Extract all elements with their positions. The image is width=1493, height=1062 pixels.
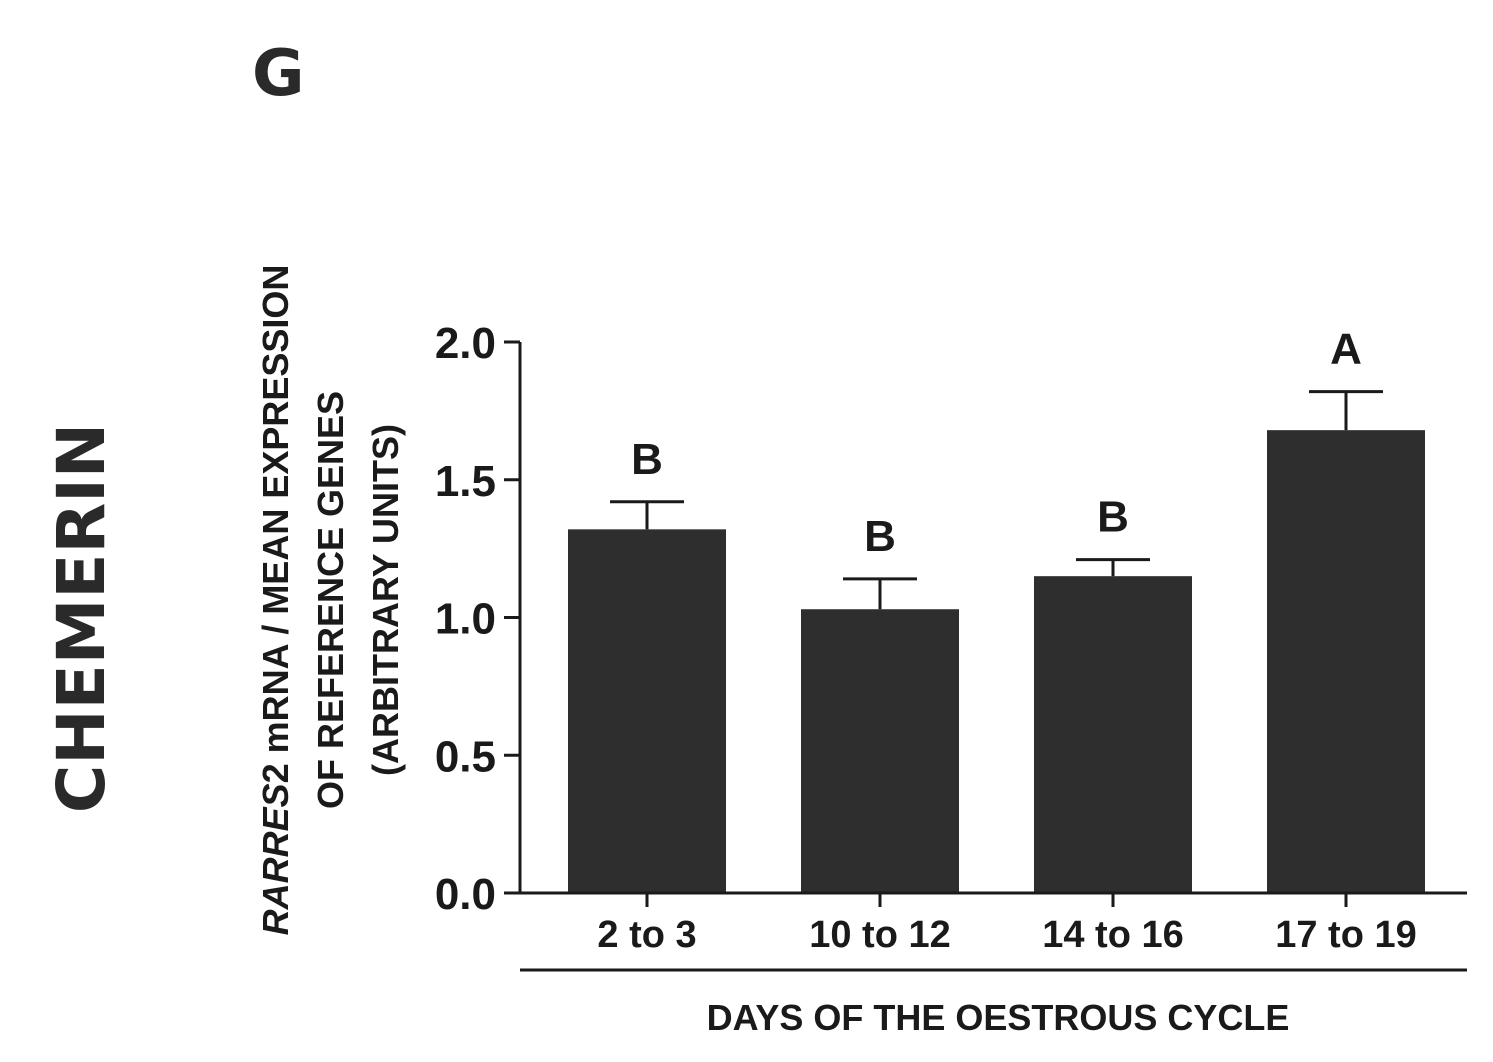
panel-label: G [252,37,305,111]
y-tick-label-5: 2.0 [435,319,496,368]
y-axis-label-line-2: OF REFERENCE GENES [310,391,351,809]
y-axis: 0.0 0.5 1.0 1.5 2.0 [435,319,522,919]
bar-3 [1034,576,1192,893]
bar-2 [801,609,959,893]
gene-label: CHEMERIN [43,423,120,813]
y-axis-label-text: (ARBITRARY UNITS) [365,424,406,776]
significance-label-1: B [631,435,663,484]
x-tick-label-1: 2 to 3 [597,914,696,956]
y-tick-label-2: 0.5 [435,732,496,781]
x-tick-label-2: 10 to 12 [809,914,951,956]
y-axis-label-text: OF REFERENCE GENES [310,391,351,809]
bar-1 [568,529,726,893]
y-axis-label-line-1: RARRES2 mRNA / MEAN EXPRESSION [255,265,296,936]
bar-4 [1267,430,1425,893]
x-axis: 2 to 3 10 to 12 14 to 16 17 to 19 [520,891,1467,956]
y-axis-label: RARRES2 mRNA / MEAN EXPRESSION OF REFEREN… [255,265,406,936]
y-axis-label-text: 2 mRNA / MEAN EXPRESSION [255,265,296,784]
y-tick-label-3: 1.0 [435,595,496,644]
y-tick-label-4: 1.5 [435,457,496,506]
significance-label-2: B [864,512,896,561]
plot-area: B B B A 0.0 0.5 1.0 1.5 2.0 2 to 3 10 to 12 14 to… [435,319,1467,956]
significance-label-3: B [1097,493,1129,542]
x-axis-label: DAYS OF THE OESTROUS CYCLE [707,997,1290,1038]
error-bars [610,390,1383,610]
y-tick-label-1: 0.0 [435,870,496,919]
x-tick-label-3: 14 to 16 [1042,914,1184,956]
bars [568,430,1425,893]
y-axis-label-italic: RARRES [255,783,296,935]
significance-labels: B B B A [631,325,1362,561]
x-tick-label-4: 17 to 19 [1275,914,1417,956]
significance-label-4: A [1330,325,1362,374]
y-axis-label-line-3: (ARBITRARY UNITS) [365,424,406,776]
